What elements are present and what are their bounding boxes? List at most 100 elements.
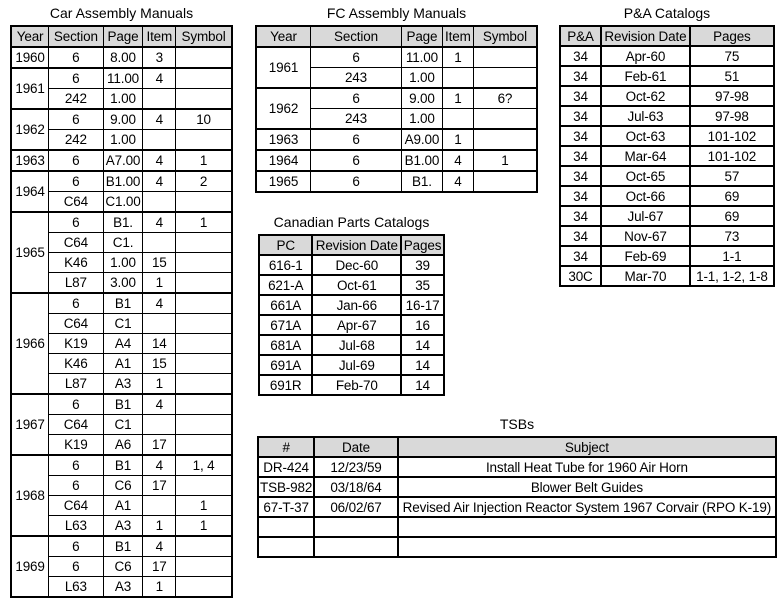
column-header: Pages	[688, 25, 776, 47]
table-row: 1964 6 B1.00 4 2	[10, 170, 233, 213]
table-cell: A7.00	[102, 149, 144, 172]
column-header: Year	[10, 25, 50, 48]
table-cell: A1	[102, 353, 144, 374]
table-cell: 242	[48, 88, 104, 110]
table-cell	[396, 536, 778, 558]
table-cell: Feb-61	[600, 65, 691, 87]
table-cell: 34	[558, 105, 603, 127]
year-cell: 1962	[255, 87, 311, 130]
table-cell: A6	[102, 434, 144, 456]
table-cell	[256, 516, 316, 538]
table-cell: 1	[472, 149, 538, 172]
table-cell: A4	[102, 333, 144, 354]
table-cell: 1	[142, 373, 177, 395]
table-cell: 15	[142, 252, 177, 273]
table-cell: 39	[400, 254, 445, 276]
table-cell	[175, 576, 233, 598]
table-cell: Mar-64	[600, 145, 691, 167]
table-cell	[396, 516, 778, 538]
table-cell: C1.00	[102, 191, 144, 213]
table-row: TSB-982 03/18/64 Blower Belt Guides	[256, 476, 778, 498]
pa-catalogs-section: P&A Catalogs P&A Revision Date Pages 34 Apr-…	[558, 4, 776, 287]
table-cell: 34	[558, 85, 603, 107]
table-cell: 10	[175, 108, 233, 130]
table-cell: 34	[558, 125, 603, 147]
table-cell	[175, 67, 233, 89]
table-cell	[175, 393, 233, 415]
table-row: 34 Nov-67 73	[558, 225, 776, 247]
table-row: 30C Mar-70 1-1, 1-2, 1-8	[558, 265, 776, 287]
table-cell	[175, 129, 233, 151]
table-cell: 9.00	[102, 108, 144, 130]
table-cell: B1	[102, 292, 144, 314]
table-cell: Dec-60	[311, 254, 403, 276]
table-row: DR-424 12/23/59 Install Heat Tube for 1960…	[256, 456, 778, 478]
table-cell: L87	[48, 272, 104, 294]
column-header: Symbol	[175, 25, 233, 48]
table-cell: 1.00	[102, 88, 144, 110]
table-row: 34 Feb-61 51	[558, 65, 776, 87]
table-cell	[142, 129, 177, 151]
table-cell	[313, 536, 399, 558]
table-cell: 14	[400, 374, 445, 396]
tsbs-section: TSBs # Date Subject DR-424 12/23/59 Install H…	[256, 415, 778, 558]
table-row: 34 Jul-63 97-98	[558, 105, 776, 127]
table-cell: Feb-70	[311, 374, 403, 396]
year-cell: 1961	[10, 67, 50, 110]
table-cell: Feb-69	[600, 245, 691, 267]
table-cell: Apr-60	[600, 45, 691, 67]
table-cell: 1.00	[102, 252, 144, 273]
column-header: P&A	[558, 25, 603, 47]
column-header: Revision Date	[311, 234, 403, 256]
header-row: Year Section Page Item Symbol	[10, 25, 233, 48]
table-row: 1967 6 B1 4	[10, 393, 233, 456]
column-header: Date	[313, 436, 399, 458]
table-cell: 6	[48, 67, 104, 89]
table-cell: 6	[310, 87, 402, 109]
table-cell: 34	[558, 205, 603, 227]
table-cell: 681A	[257, 334, 314, 356]
table-row: 6 C6 17	[11, 556, 233, 577]
table-row: 34 Apr-60 75	[558, 45, 776, 67]
pa-catalogs-table: P&A Revision Date Pages 34 Apr-60 75 34 Feb-61 5…	[558, 25, 776, 287]
table-cell: Oct-61	[311, 274, 403, 296]
column-header: Item	[142, 25, 177, 48]
table-row: 1963 6 A7.00 4 1	[10, 149, 233, 172]
table-cell: 11.00	[400, 46, 443, 68]
table-cell: 6	[48, 556, 104, 577]
table-cell	[175, 252, 233, 273]
table-cell: K19	[48, 434, 104, 456]
table-row: K46 A1 15	[11, 353, 233, 374]
column-header: Section	[48, 25, 104, 48]
table-cell: 34	[558, 185, 603, 207]
table-row: 243 1.00	[256, 108, 538, 130]
table-cell: Oct-63	[600, 125, 691, 147]
table-cell	[472, 128, 538, 151]
table-cell	[142, 414, 177, 435]
table-cell: Install Heat Tube for 1960 Air Horn	[396, 456, 778, 478]
table-row: 67-T-37 06/02/67 Revised Air Injection Rea…	[256, 496, 778, 518]
year-cell: 1964	[255, 149, 311, 172]
table-cell: 51	[688, 65, 776, 87]
table-cell: B1	[102, 393, 144, 415]
table-cell: C1	[102, 313, 144, 334]
column-header: Page	[400, 25, 443, 48]
table-cell: Jul-68	[311, 334, 403, 356]
table-cell	[175, 333, 233, 354]
table-cell: 34	[558, 165, 603, 187]
table-cell	[472, 170, 538, 193]
table-cell	[175, 475, 233, 496]
table-cell: Jul-67	[600, 205, 691, 227]
table-cell: 67-T-37	[256, 496, 316, 518]
table-cell: 17	[142, 475, 177, 496]
table-cell: 6	[48, 170, 104, 192]
table-cell	[142, 232, 177, 253]
table-row: L63 A3 1	[11, 576, 233, 598]
table-row: 681A Jul-68 14	[257, 334, 445, 356]
canadian-parts-catalogs-section: Canadian Parts Catalogs PC Revision Date P…	[257, 213, 445, 396]
table-cell: 34	[558, 145, 603, 167]
canadian-parts-catalogs-table: PC Revision Date Pages 616-1 Dec-60 39 621-A Oc…	[257, 234, 445, 396]
table-cell: 6	[310, 149, 402, 172]
table-row: 34 Oct-62 97-98	[558, 85, 776, 107]
